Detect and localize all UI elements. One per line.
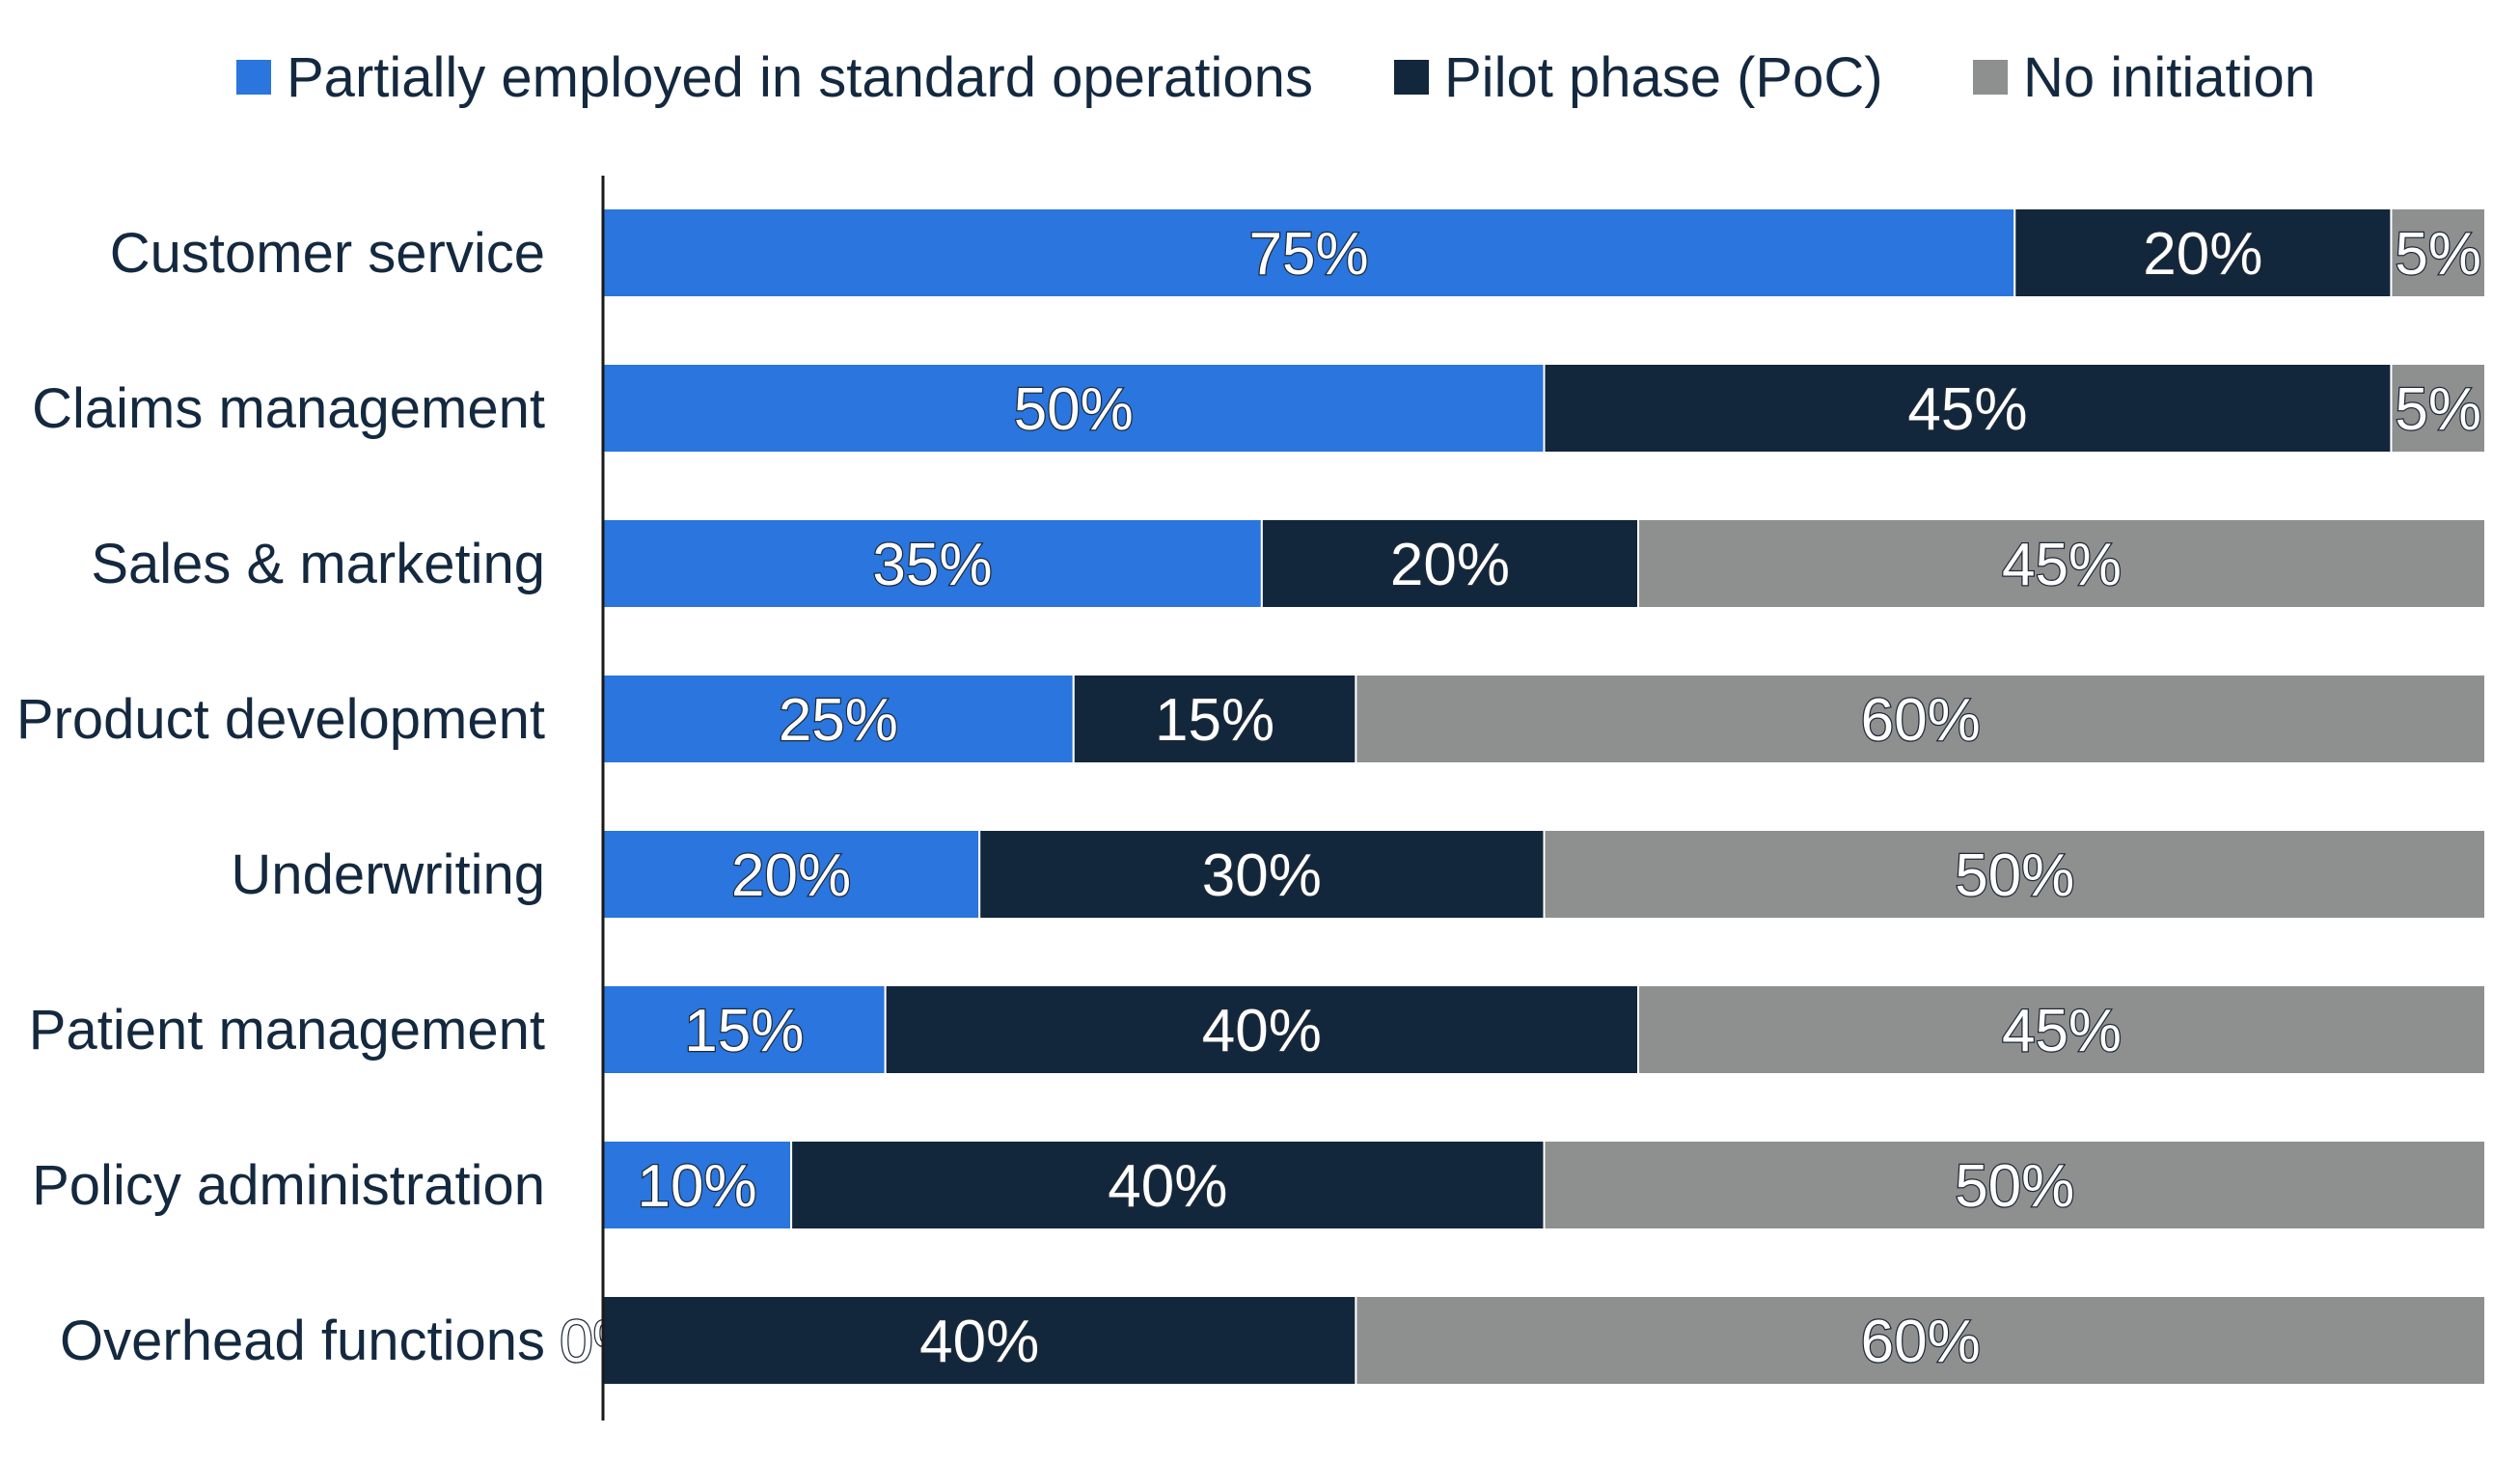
bar-patient-management-partially-employed-in-standard-operations — [602, 984, 887, 1075]
legend-item-partially-employed: Partially employed in standard operation… — [236, 29, 1313, 125]
legend-label-pilot-phase: Pilot phase (PoC) — [1444, 45, 1883, 109]
value-label-sales-and-marketing-partially-employed-in-standard-operations: 35% — [872, 532, 992, 598]
value-label-product-development-partially-employed-in-standard-operations: 25% — [779, 687, 898, 754]
value-label-policy-administration-partially-employed-in-standard-operations: 10% — [638, 1153, 757, 1220]
value-label-product-development-no-initiation: 60% — [1861, 687, 1981, 754]
bar-claims-management-no-initiation — [2390, 363, 2486, 454]
value-label-sales-and-marketing-no-initiation: 45% — [2002, 532, 2122, 598]
bar-policy-administration-partially-employed-in-standard-operations — [602, 1140, 793, 1230]
bar-policy-administration-no-initiation — [1543, 1140, 2486, 1230]
value-label-underwriting-no-initiation: 50% — [1955, 842, 2074, 909]
value-label-policy-administration-pilot-phase-poc: 40% — [1108, 1153, 1227, 1220]
value-label-claims-management-pilot-phase-poc: 45% — [1907, 376, 2027, 443]
bar-underwriting-no-initiation — [1543, 829, 2486, 920]
legend-item-pilot-phase: Pilot phase (PoC) — [1394, 29, 1883, 125]
value-label-policy-administration-no-initiation: 50% — [1955, 1153, 2074, 1220]
bar-customer-service-partially-employed-in-standard-operations — [602, 207, 2016, 298]
bar-overhead-functions-pilot-phase-poc — [602, 1295, 1357, 1386]
bar-claims-management-partially-employed-in-standard-operations — [602, 363, 1546, 454]
value-label-patient-management-partially-employed-in-standard-operations: 15% — [684, 998, 804, 1064]
bar-sales-and-marketing-partially-employed-in-standard-operations — [602, 518, 1263, 609]
legend-swatch-partially-employed — [236, 60, 271, 95]
bar-underwriting-partially-employed-in-standard-operations — [602, 829, 981, 920]
category-label-policy-administration: Policy administration — [32, 1154, 545, 1217]
legend-label-partially-employed: Partially employed in standard operation… — [287, 45, 1313, 109]
value-label-sales-and-marketing-pilot-phase-poc: 20% — [1390, 532, 1510, 598]
bar-policy-administration-pilot-phase-poc — [790, 1140, 1546, 1230]
value-label-underwriting-pilot-phase-poc: 30% — [1202, 842, 1322, 909]
category-label-overhead-functions: Overhead functions — [60, 1310, 545, 1372]
legend-swatch-no-initiation — [1973, 60, 2008, 95]
value-label-overhead-functions-no-initiation: 60% — [1861, 1309, 1981, 1375]
value-label-product-development-pilot-phase-poc: 15% — [1155, 687, 1274, 754]
bar-overhead-functions-no-initiation — [1355, 1295, 2486, 1386]
bar-customer-service-pilot-phase-poc — [2013, 207, 2393, 298]
legend: Partially employed in standard operation… — [0, 29, 2520, 125]
value-label-claims-management-partially-employed-in-standard-operations: 50% — [1014, 376, 1134, 443]
bar-sales-and-marketing-pilot-phase-poc — [1260, 518, 1640, 609]
category-label-patient-management: Patient management — [29, 999, 545, 1062]
legend-swatch-pilot-phase — [1394, 60, 1429, 95]
bar-customer-service-no-initiation — [2390, 207, 2486, 298]
value-label-customer-service-partially-employed-in-standard-operations: 75% — [1249, 221, 1369, 288]
legend-item-no-initiation: No initiation — [1973, 29, 2315, 125]
bar-underwriting-pilot-phase-poc — [978, 829, 1546, 920]
bar-patient-management-no-initiation — [1637, 984, 2487, 1075]
category-label-claims-management: Claims management — [32, 377, 545, 440]
category-label-product-development: Product development — [16, 688, 545, 751]
bar-sales-and-marketing-no-initiation — [1637, 518, 2487, 609]
category-label-underwriting: Underwriting — [231, 843, 545, 906]
value-label-claims-management-no-initiation: 5% — [2395, 376, 2481, 443]
legend-label-no-initiation: No initiation — [2023, 45, 2316, 109]
category-label-customer-service: Customer service — [110, 222, 545, 285]
bar-product-development-no-initiation — [1355, 674, 2486, 764]
value-label-underwriting-partially-employed-in-standard-operations: 20% — [731, 842, 851, 909]
value-label-overhead-functions-pilot-phase-poc: 40% — [919, 1309, 1039, 1375]
value-label-patient-management-no-initiation: 45% — [2002, 998, 2122, 1064]
value-label-patient-management-pilot-phase-poc: 40% — [1202, 998, 1322, 1064]
value-label-customer-service-no-initiation: 5% — [2395, 221, 2481, 288]
category-label-sales-and-marketing: Sales & marketing — [91, 533, 545, 595]
bar-patient-management-pilot-phase-poc — [884, 984, 1640, 1075]
value-label-customer-service-pilot-phase-poc: 20% — [2143, 221, 2262, 288]
